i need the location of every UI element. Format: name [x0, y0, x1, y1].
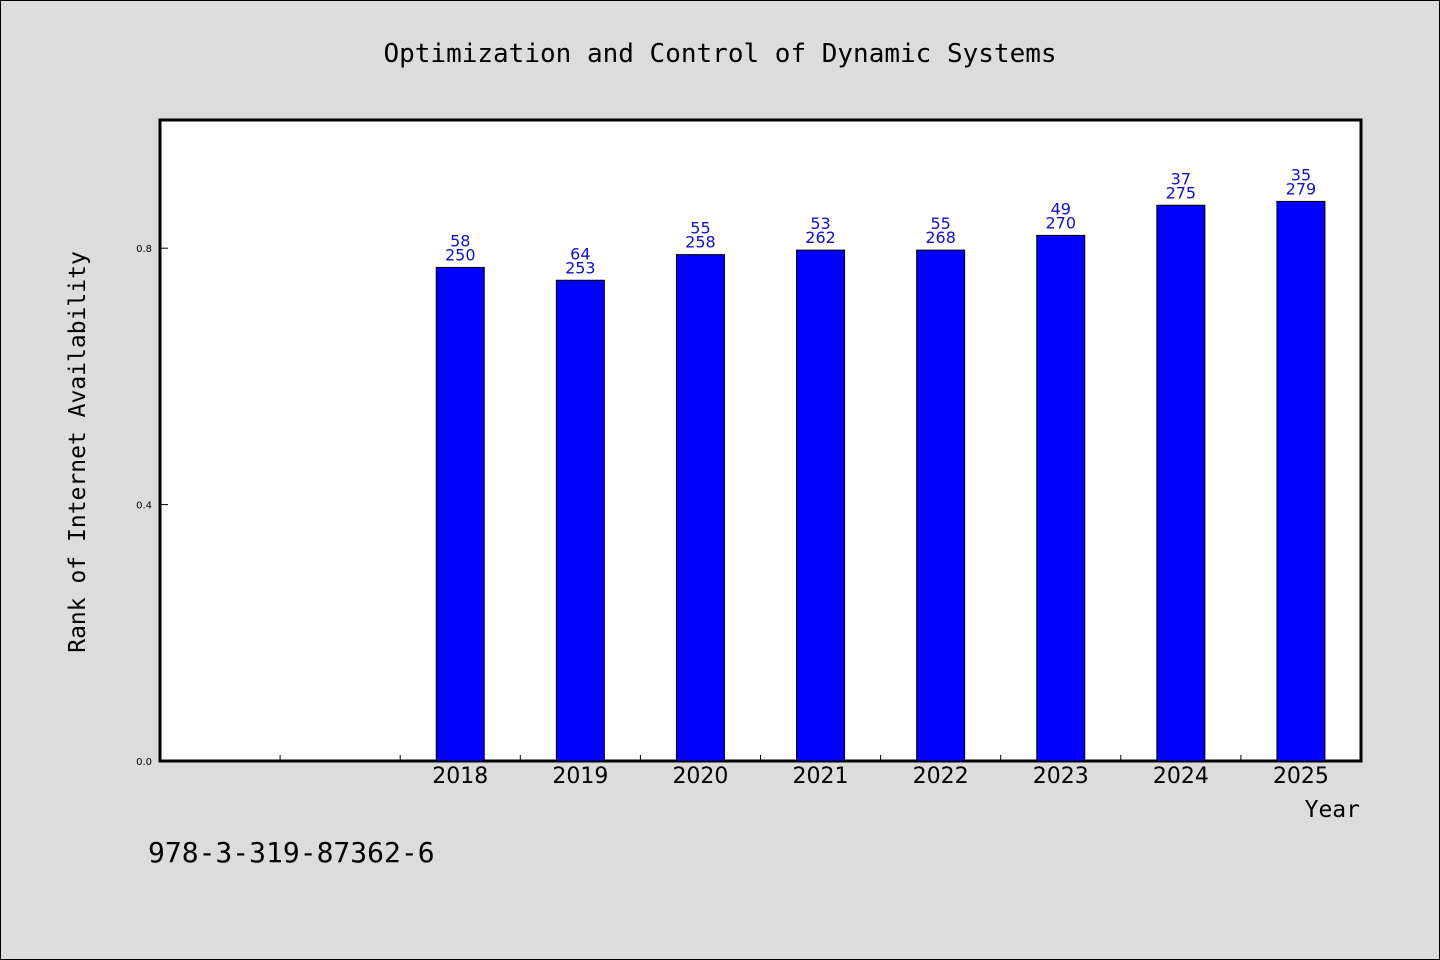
x-tick-label: 2018	[432, 764, 488, 789]
data-label-top: 58	[450, 231, 470, 250]
x-axis-label: Year	[1305, 797, 1360, 823]
data-label-bottom: 279	[1286, 179, 1317, 198]
data-label-bottom: 275	[1166, 183, 1197, 202]
data-label-top: 53	[810, 214, 830, 233]
data-label-top: 64	[570, 244, 590, 263]
x-ticks-group: 2018 2019 2020 2021 2022 2023 2024 2025	[279, 755, 1329, 789]
data-label-top: 37	[1171, 169, 1191, 188]
x-tick-label: 2019	[552, 764, 608, 789]
x-tick-label: 2025	[1273, 764, 1329, 789]
y-tick-label: 0.4	[136, 501, 152, 512]
data-label-bottom: 253	[565, 258, 596, 277]
data-label-top: 49	[1051, 199, 1071, 218]
data-label-top: 35	[1291, 165, 1311, 184]
bar-2021	[796, 249, 846, 762]
x-tick-label: 2023	[1033, 764, 1089, 789]
y-ticks-group: 0.0 0.4 0.8	[136, 244, 168, 768]
bar-2019	[555, 279, 605, 762]
data-label-bottom: 268	[925, 228, 956, 247]
x-tick-label: 2024	[1153, 764, 1209, 789]
data-label-top: 55	[930, 214, 950, 233]
bar-2024	[1156, 204, 1206, 762]
y-tick-label: 0.8	[136, 244, 152, 255]
chart-title: Optimization and Control of Dynamic Syst…	[383, 39, 1056, 69]
y-axis-label: Rank of Internet Availability	[65, 251, 91, 653]
bar-2023	[1036, 234, 1086, 762]
x-tick-label: 2021	[793, 764, 849, 789]
data-label-bottom: 262	[805, 228, 836, 247]
bar-2022	[916, 249, 966, 762]
isbn-footnote: 978-3-319-87362-6	[148, 836, 435, 869]
x-tick-label: 2022	[913, 764, 969, 789]
data-label-bottom: 250	[445, 245, 476, 264]
bar-2025	[1276, 200, 1326, 762]
data-label-bottom: 270	[1045, 213, 1076, 232]
y-tick-label: 0.0	[136, 757, 152, 768]
data-label-top: 55	[690, 219, 710, 238]
data-label-bottom: 258	[685, 233, 716, 252]
x-tick-label: 2020	[672, 764, 728, 789]
bar-2020	[675, 254, 725, 762]
bar-2018	[435, 266, 485, 762]
